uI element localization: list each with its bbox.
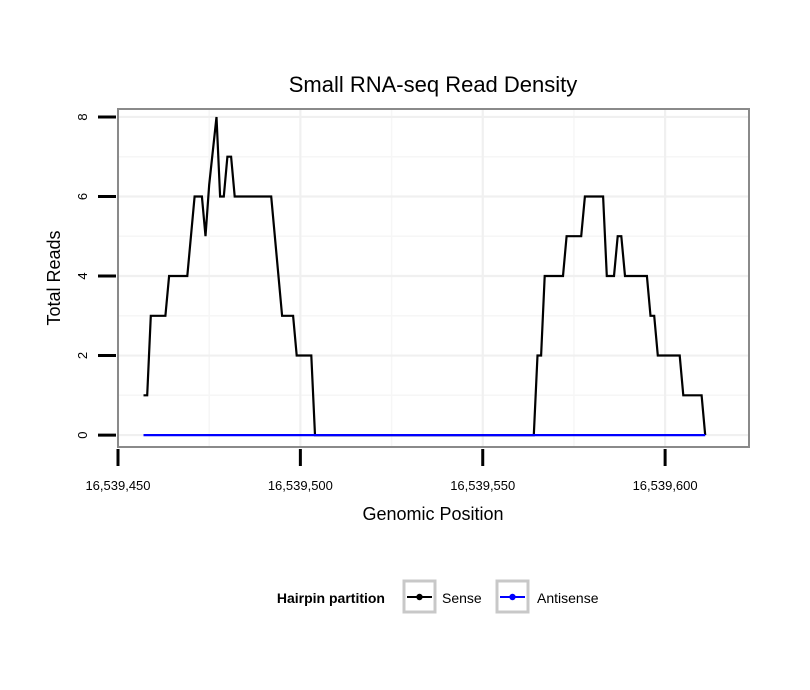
legend-item-antisense: Antisense xyxy=(495,579,599,614)
x-tick-label: 16,539,500 xyxy=(268,478,333,493)
y-axis-label: Total Reads xyxy=(44,230,64,325)
x-tick-label: 16,539,450 xyxy=(85,478,150,493)
y-tick-label: 2 xyxy=(75,352,90,359)
x-tick-label: 16,539,600 xyxy=(633,478,698,493)
y-tick-label: 8 xyxy=(75,113,90,120)
legend-label-sense: Sense xyxy=(442,590,482,606)
x-axis-label: Genomic Position xyxy=(362,504,503,524)
legend-title: Hairpin partition xyxy=(277,590,385,606)
legend: Hairpin partition Sense Antisense xyxy=(277,579,599,614)
grid-minor xyxy=(118,109,749,447)
legend-swatch-antisense-dot xyxy=(509,593,516,601)
y-tick-label: 0 xyxy=(75,431,90,438)
legend-key-antisense xyxy=(495,579,530,614)
y-tick-label: 6 xyxy=(75,193,90,200)
y-tick-label: 4 xyxy=(75,272,90,279)
legend-label-antisense: Antisense xyxy=(537,590,599,606)
legend-swatch-sense-dot xyxy=(416,593,423,601)
x-tick-label: 16,539,550 xyxy=(450,478,515,493)
x-axis: 16,539,450 16,539,500 16,539,550 16,539,600 xyxy=(85,449,698,493)
series-layer xyxy=(143,116,707,437)
y-axis: 0 2 4 6 8 xyxy=(75,113,116,439)
plot-area xyxy=(116,108,750,448)
legend-item-sense: Sense xyxy=(402,579,482,614)
plot-border xyxy=(117,108,750,448)
legend-key-sense xyxy=(402,579,437,614)
chart-title: Small RNA-seq Read Density xyxy=(289,72,578,97)
